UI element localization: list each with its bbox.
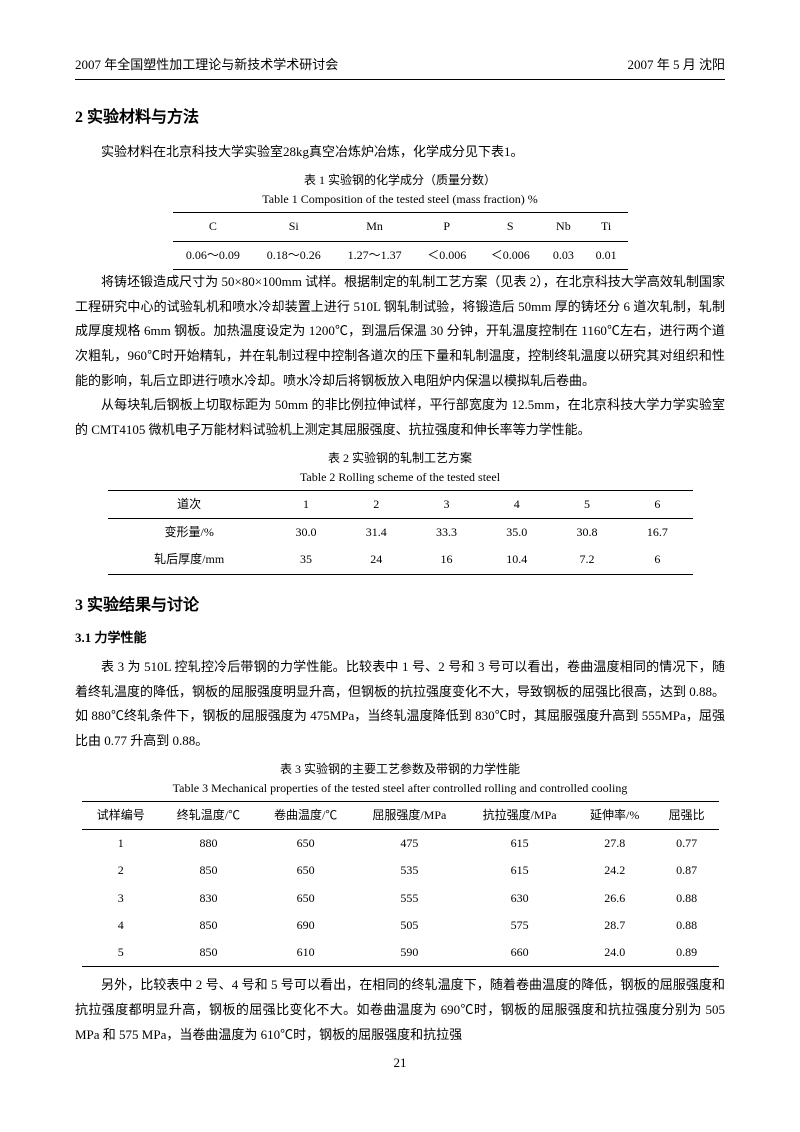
t3-h2: 卷曲温度/℃ — [257, 802, 354, 830]
t1-c2: 1.27～1.37 — [334, 241, 415, 269]
t2-d0: 30.0 — [271, 519, 341, 547]
section-3-title: 3 实验结果与讨论 — [75, 593, 725, 619]
t2-r2-label: 轧后厚度/mm — [108, 546, 271, 574]
t3-r2c2: 650 — [257, 885, 354, 912]
t3-r0c6: 0.77 — [655, 830, 719, 858]
t2-d1: 31.4 — [341, 519, 411, 547]
table1-caption-cn: 表 1 实验钢的化学成分（质量分数） — [75, 171, 725, 190]
t3-r0c2: 650 — [257, 830, 354, 858]
t3-r1c1: 850 — [160, 857, 257, 884]
t3-r2c0: 3 — [82, 885, 160, 912]
section-2-para-1: 实验材料在北京科技大学实验室28kg真空冶炼炉冶炼，化学成分见下表1。 — [75, 140, 725, 165]
page-number: 21 — [75, 1053, 725, 1074]
t3-r0c1: 880 — [160, 830, 257, 858]
t3-h6: 屈强比 — [655, 802, 719, 830]
table3-caption-en: Table 3 Mechanical properties of the tes… — [75, 779, 725, 798]
t2-c2: 3 — [411, 491, 481, 519]
t1-h4: S — [479, 213, 543, 241]
header-left: 2007 年全国塑性加工理论与新技术学术研讨会 — [75, 55, 338, 76]
t2-d3: 35.0 — [482, 519, 552, 547]
t1-h5: Nb — [542, 213, 585, 241]
t3-r2c5: 26.6 — [575, 885, 655, 912]
t3-r1c5: 24.2 — [575, 857, 655, 884]
t2-d5: 16.7 — [622, 519, 692, 547]
t3-r3c4: 575 — [464, 912, 574, 939]
t2-c0: 1 — [271, 491, 341, 519]
table2-caption-cn: 表 2 实验钢的轧制工艺方案 — [75, 449, 725, 468]
header-right: 2007 年 5 月 沈阳 — [627, 55, 725, 76]
t3-r4c0: 5 — [82, 939, 160, 967]
section-2-para-3: 从每块轧后钢板上切取标距为 50mm 的非比例拉伸试样，平行部宽度为 12.5m… — [75, 393, 725, 442]
t2-c5: 6 — [622, 491, 692, 519]
t3-r0c0: 1 — [82, 830, 160, 858]
t3-r3c0: 4 — [82, 912, 160, 939]
t2-d4: 30.8 — [552, 519, 622, 547]
section-3-para-1: 表 3 为 510L 控轧控冷后带钢的力学性能。比较表中 1 号、2 号和 3 … — [75, 655, 725, 754]
t1-c3: ＜0.006 — [415, 241, 479, 269]
t3-r4c3: 590 — [354, 939, 464, 967]
t3-r0c3: 475 — [354, 830, 464, 858]
table-2: 道次 1 2 3 4 5 6 变形量/% 30.0 31.4 33.3 35.0… — [108, 490, 693, 575]
t2-th3: 10.4 — [482, 546, 552, 574]
section-3-para-2: 另外，比较表中 2 号、4 号和 5 号可以看出，在相同的终轧温度下，随着卷曲温… — [75, 973, 725, 1047]
t3-r1c2: 650 — [257, 857, 354, 884]
t1-h2: Mn — [334, 213, 415, 241]
t2-th1: 24 — [341, 546, 411, 574]
t2-th5: 6 — [622, 546, 692, 574]
t3-r2c4: 630 — [464, 885, 574, 912]
t3-r4c4: 660 — [464, 939, 574, 967]
t3-h5: 延伸率/% — [575, 802, 655, 830]
t1-c0: 0.06～0.09 — [173, 241, 254, 269]
t3-r3c5: 28.7 — [575, 912, 655, 939]
t3-r2c1: 830 — [160, 885, 257, 912]
table-3: 试样编号 终轧温度/℃ 卷曲温度/℃ 屈服强度/MPa 抗拉强度/MPa 延伸率… — [82, 801, 719, 967]
t3-r1c4: 615 — [464, 857, 574, 884]
section-2-title: 2 实验材料与方法 — [75, 105, 725, 131]
t3-r1c6: 0.87 — [655, 857, 719, 884]
t3-h4: 抗拉强度/MPa — [464, 802, 574, 830]
t2-th0: 35 — [271, 546, 341, 574]
t1-c1: 0.18～0.26 — [253, 241, 334, 269]
table1-caption-en: Table 1 Composition of the tested steel … — [75, 190, 725, 209]
table2-caption-en: Table 2 Rolling scheme of the tested ste… — [75, 468, 725, 487]
t1-h6: Ti — [585, 213, 628, 241]
table-1: C Si Mn P S Nb Ti 0.06～0.09 0.18～0.26 1.… — [173, 212, 628, 269]
t3-r2c6: 0.88 — [655, 885, 719, 912]
t1-c6: 0.01 — [585, 241, 628, 269]
t2-th4: 7.2 — [552, 546, 622, 574]
t3-r4c1: 850 — [160, 939, 257, 967]
t1-h0: C — [173, 213, 254, 241]
t3-r3c2: 690 — [257, 912, 354, 939]
t3-r3c1: 850 — [160, 912, 257, 939]
t2-d2: 33.3 — [411, 519, 481, 547]
section-3-1-title: 3.1 力学性能 — [75, 628, 725, 649]
t1-h3: P — [415, 213, 479, 241]
t3-r1c3: 535 — [354, 857, 464, 884]
t3-h3: 屈服强度/MPa — [354, 802, 464, 830]
table3-caption-cn: 表 3 实验钢的主要工艺参数及带钢的力学性能 — [75, 760, 725, 779]
t1-c5: 0.03 — [542, 241, 585, 269]
t3-r3c3: 505 — [354, 912, 464, 939]
t3-r0c5: 27.8 — [575, 830, 655, 858]
t3-r4c5: 24.0 — [575, 939, 655, 967]
t3-r3c6: 0.88 — [655, 912, 719, 939]
t3-r1c0: 2 — [82, 857, 160, 884]
t2-th2: 16 — [411, 546, 481, 574]
t3-r4c6: 0.89 — [655, 939, 719, 967]
t3-r0c4: 615 — [464, 830, 574, 858]
page-header: 2007 年全国塑性加工理论与新技术学术研讨会 2007 年 5 月 沈阳 — [75, 55, 725, 80]
t3-h1: 终轧温度/℃ — [160, 802, 257, 830]
t1-h1: Si — [253, 213, 334, 241]
t3-r2c3: 555 — [354, 885, 464, 912]
t2-r1-label: 变形量/% — [108, 519, 271, 547]
section-2-para-2: 将铸坯锻造成尺寸为 50×80×100mm 试样。根据制定的轧制工艺方案（见表 … — [75, 270, 725, 393]
t3-h0: 试样编号 — [82, 802, 160, 830]
t2-c3: 4 — [482, 491, 552, 519]
t1-c4: ＜0.006 — [479, 241, 543, 269]
t2-c4: 5 — [552, 491, 622, 519]
t3-r4c2: 610 — [257, 939, 354, 967]
t2-r0-label: 道次 — [108, 491, 271, 519]
t2-c1: 2 — [341, 491, 411, 519]
